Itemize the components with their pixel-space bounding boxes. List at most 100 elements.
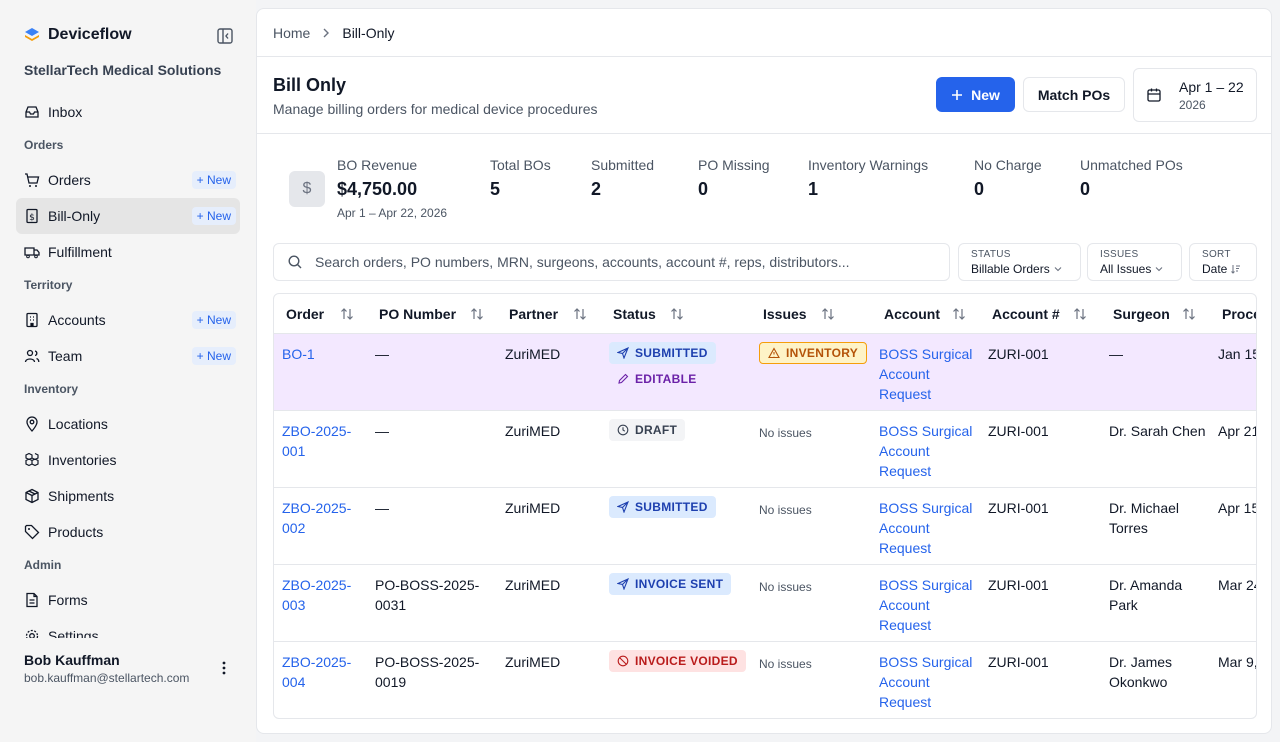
stat-label: Total BOs — [490, 157, 551, 173]
new-button[interactable]: New — [936, 77, 1015, 112]
receipt-icon: $ — [24, 208, 40, 224]
new-account-button[interactable]: + New — [191, 311, 236, 329]
account-link[interactable]: BOSS Surgical Account Request — [879, 654, 973, 710]
sort-icon[interactable] — [952, 307, 966, 321]
stat-label: Inventory Warnings — [808, 157, 929, 173]
sidebar-item-label: Fulfillment — [48, 244, 112, 260]
sort-icon[interactable] — [470, 307, 484, 321]
column-header-account-number[interactable]: Account # — [992, 306, 1060, 322]
account-link[interactable]: BOSS Surgical Account Request — [879, 500, 973, 556]
sidebar-collapse-icon[interactable] — [216, 27, 234, 45]
surgeon: Dr. James Okonkwo — [1109, 654, 1173, 690]
table-row[interactable]: ZBO-2025- 003 PO-BOSS-2025- 0031 ZuriMED I… — [274, 565, 1256, 642]
sort-desc-icon — [1231, 265, 1241, 274]
po-number: — — [375, 500, 389, 516]
date-range-picker[interactable]: Apr 1 – 22 2026 — [1133, 68, 1257, 122]
column-header-status[interactable]: Status — [613, 306, 656, 322]
stat-label: Unmatched POs — [1080, 157, 1183, 173]
account-link[interactable]: BOSS Surgical Account Request — [879, 346, 973, 402]
breadcrumb-home[interactable]: Home — [273, 25, 311, 41]
header-divider — [257, 56, 1271, 57]
stat-label: No Charge — [974, 157, 1042, 173]
sidebar-item-team[interactable]: Team + New — [16, 338, 240, 374]
stat-value: 0 — [1080, 179, 1091, 199]
sort-icon[interactable] — [340, 307, 354, 321]
sort-icon[interactable] — [670, 307, 684, 321]
sidebar-item-settings[interactable]: Settings — [16, 618, 240, 638]
po-number: — — [375, 346, 389, 362]
table-row[interactable]: ZBO-2025- 002 — ZuriMED SUBMITTED No issu… — [274, 488, 1256, 565]
partner: ZuriMED — [505, 346, 561, 362]
user-email: bob.kauffman@stellartech.com — [24, 671, 190, 685]
brand[interactable]: Deviceflow — [24, 26, 132, 44]
search-input[interactable] — [315, 254, 915, 270]
sidebar-item-orders[interactable]: Orders + New — [16, 162, 240, 198]
procedure-date: Jan 15 — [1218, 346, 1257, 362]
table-row[interactable]: BO-1 — ZuriMED SUBMITTED EDITABLE INVENT… — [274, 334, 1257, 411]
stat-total-bos[interactable]: Total BOs 5 — [490, 157, 551, 200]
stat-value: 5 — [490, 179, 501, 199]
sidebar-item-label: Inbox — [48, 104, 83, 120]
issue-badge[interactable]: INVENTORY — [759, 342, 868, 364]
status-filter[interactable]: STATUS Billable Orders — [958, 243, 1081, 281]
stat-submitted[interactable]: Submitted 2 — [591, 157, 654, 200]
match-pos-button[interactable]: Match POs — [1023, 77, 1125, 112]
app-name: Deviceflow — [48, 26, 132, 43]
sidebar-item-shipments[interactable]: Shipments — [16, 478, 240, 514]
account-link[interactable]: BOSS Surgical Account Request — [879, 577, 973, 633]
stat-bo-revenue: BO Revenue $4,750.00 Apr 1 – Apr 22, 202… — [337, 157, 447, 220]
stat-inventory-warnings[interactable]: Inventory Warnings 1 — [808, 157, 928, 200]
sidebar-item-products[interactable]: Products — [16, 514, 240, 550]
sidebar-item-inventories[interactable]: Inventories — [16, 442, 240, 478]
column-header-issues[interactable]: Issues — [763, 306, 807, 322]
new-team-button[interactable]: + New — [191, 347, 236, 365]
plus-icon — [952, 89, 963, 100]
sidebar-item-accounts[interactable]: Accounts + New — [16, 302, 240, 338]
page-title: Bill Only — [273, 75, 347, 95]
column-header-surgeon[interactable]: Surgeon — [1113, 306, 1170, 322]
new-order-button[interactable]: + New — [191, 171, 236, 189]
column-header-partner[interactable]: Partner — [509, 306, 559, 322]
sidebar-item-bill-only[interactable]: $ Bill-Only + New — [16, 198, 240, 234]
column-header-account[interactable]: Account — [884, 306, 940, 322]
stat-no-charge[interactable]: No Charge 0 — [974, 157, 1042, 200]
sidebar-item-locations[interactable]: Locations — [16, 406, 240, 442]
breadcrumb-current: Bill-Only — [342, 25, 395, 41]
table-row[interactable]: ZBO-2025- 001 — ZuriMED DRAFT No issues B… — [274, 411, 1256, 488]
sidebar-item-fulfillment[interactable]: Fulfillment — [16, 234, 240, 270]
issues-filter[interactable]: ISSUES All Issues — [1087, 243, 1182, 281]
sort-icon[interactable] — [1182, 307, 1196, 321]
account-number: ZURI-001 — [988, 423, 1049, 439]
no-issues-text: No issues — [759, 503, 812, 517]
sort-icon[interactable] — [1073, 307, 1087, 321]
sidebar: Deviceflow StellarTech Medical Solutions… — [0, 0, 256, 742]
account-number: ZURI-001 — [988, 500, 1049, 516]
table-row[interactable]: ZBO-2025- 004 PO-BOSS-2025- 0019 ZuriMED I… — [274, 642, 1256, 718]
user-profile[interactable]: Bob Kauffman bob.kauffman@stellartech.co… — [24, 652, 189, 685]
column-header-po-number[interactable]: PO Number — [379, 306, 457, 322]
order-link[interactable]: ZBO-2025- 004 — [282, 654, 352, 690]
bill-only-table: Order PO Number Partner Status Issues Ac… — [273, 293, 1257, 719]
stat-unmatched-pos[interactable]: Unmatched POs 0 — [1080, 157, 1183, 200]
filter-label: STATUS — [971, 249, 1011, 260]
sort-icon[interactable] — [821, 307, 835, 321]
new-bill-only-button[interactable]: + New — [191, 207, 236, 225]
column-header-order[interactable]: Order — [286, 306, 325, 322]
order-link[interactable]: ZBO-2025- 003 — [282, 577, 352, 613]
order-link[interactable]: ZBO-2025- 001 — [282, 423, 352, 459]
sidebar-item-forms[interactable]: Forms — [16, 582, 240, 618]
order-link[interactable]: BO-1 — [282, 346, 315, 362]
stat-po-missing[interactable]: PO Missing 0 — [698, 157, 770, 200]
sidebar-item-inbox[interactable]: Inbox — [16, 94, 240, 130]
account-link[interactable]: BOSS Surgical Account Request — [879, 423, 973, 479]
more-vertical-icon[interactable] — [216, 660, 232, 676]
org-name[interactable]: StellarTech Medical Solutions — [24, 62, 222, 78]
order-link[interactable]: ZBO-2025- 002 — [282, 500, 352, 536]
sort-icon[interactable] — [573, 307, 587, 321]
table-header: Order PO Number Partner Status Issues Ac… — [274, 294, 1256, 334]
column-header-procedure[interactable]: Proce — [1222, 306, 1256, 322]
sidebar-item-label: Orders — [48, 172, 91, 188]
sort-filter[interactable]: SORT Date — [1189, 243, 1257, 281]
search-box[interactable] — [273, 243, 950, 281]
nav-section-inventory: Inventory — [24, 382, 79, 396]
